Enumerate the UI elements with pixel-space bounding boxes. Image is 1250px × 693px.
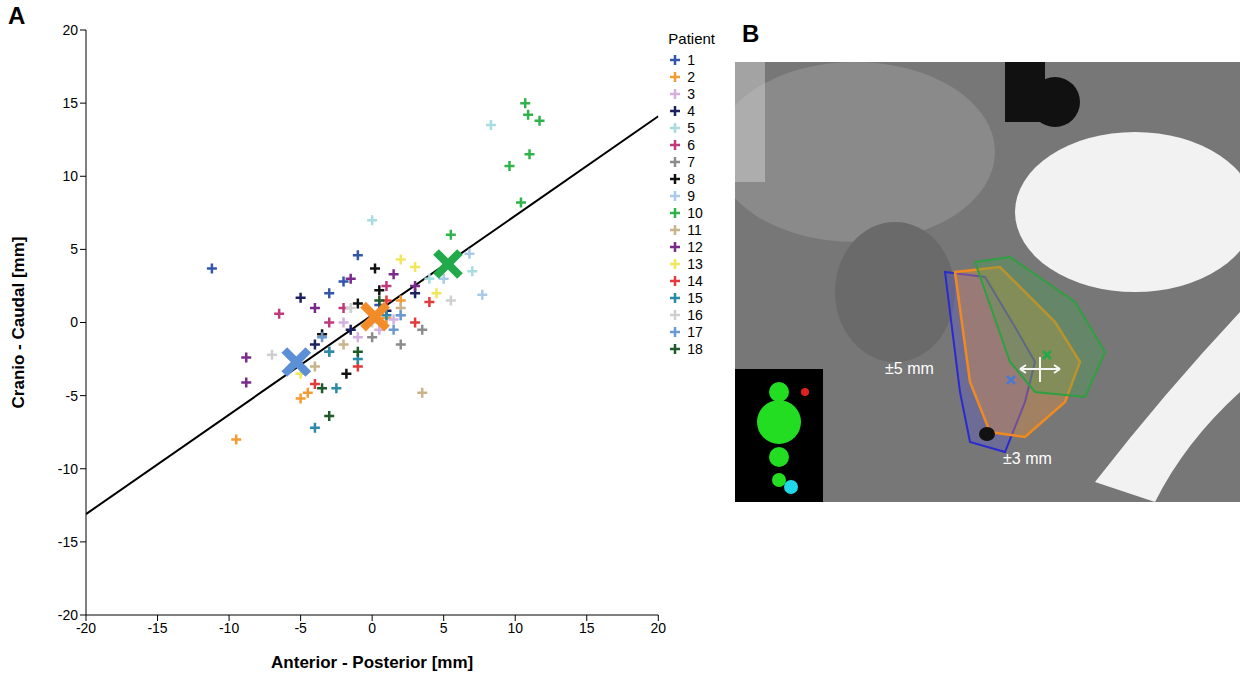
html-text:11: 11	[687, 221, 702, 238]
html-text:8: 8	[687, 170, 696, 187]
svg-text:-5: -5	[66, 388, 79, 404]
html-text:17: 17	[687, 323, 703, 340]
svg-text:-5: -5	[294, 620, 307, 636]
svg-text:15: 15	[579, 620, 595, 636]
html-text:Patient: Patient	[668, 30, 715, 47]
svg-text:10: 10	[507, 620, 523, 636]
html-text:3: 3	[687, 85, 696, 102]
html-text:4: 4	[687, 102, 696, 119]
svg-text:10: 10	[62, 168, 78, 184]
html-text:6: 6	[687, 136, 696, 153]
html-text:A: A	[8, 2, 26, 29]
svg-text:-20: -20	[76, 620, 96, 636]
html-text:9: 9	[687, 187, 696, 204]
svg-text:15: 15	[62, 95, 78, 111]
svg-text:0: 0	[368, 620, 376, 636]
svg-text:Anterior - Posterior [mm]: Anterior - Posterior [mm]	[271, 653, 473, 672]
svg-text:20: 20	[62, 22, 78, 38]
svg-text:-15: -15	[147, 620, 167, 636]
html-text:12: 12	[687, 238, 703, 255]
html-text:7: 7	[687, 153, 696, 170]
html-text:15: 15	[687, 289, 703, 306]
html-text:5: 5	[687, 119, 696, 136]
html-text:14: 14	[687, 272, 703, 289]
html-text:B: B	[742, 20, 760, 47]
svg-text:20: 20	[651, 620, 667, 636]
html-text:10: 10	[687, 204, 703, 221]
svg-text:5: 5	[70, 241, 78, 257]
svg-text:±3 mm: ±3 mm	[1003, 450, 1052, 467]
html-text:1: 1	[687, 51, 696, 68]
svg-text:0: 0	[70, 314, 78, 330]
html-text:16: 16	[687, 306, 703, 323]
svg-text:Cranio - Caudal [mm]: Cranio - Caudal [mm]	[9, 237, 28, 409]
svg-text:-10: -10	[219, 620, 239, 636]
svg-text:-10: -10	[58, 461, 78, 477]
svg-text:-20: -20	[58, 607, 78, 623]
html-text:13: 13	[687, 255, 703, 272]
html-text:2: 2	[687, 68, 696, 85]
svg-text:5: 5	[440, 620, 448, 636]
html-text:18: 18	[687, 340, 703, 357]
svg-text:-15: -15	[58, 534, 78, 550]
svg-text:±5 mm: ±5 mm	[885, 360, 934, 377]
